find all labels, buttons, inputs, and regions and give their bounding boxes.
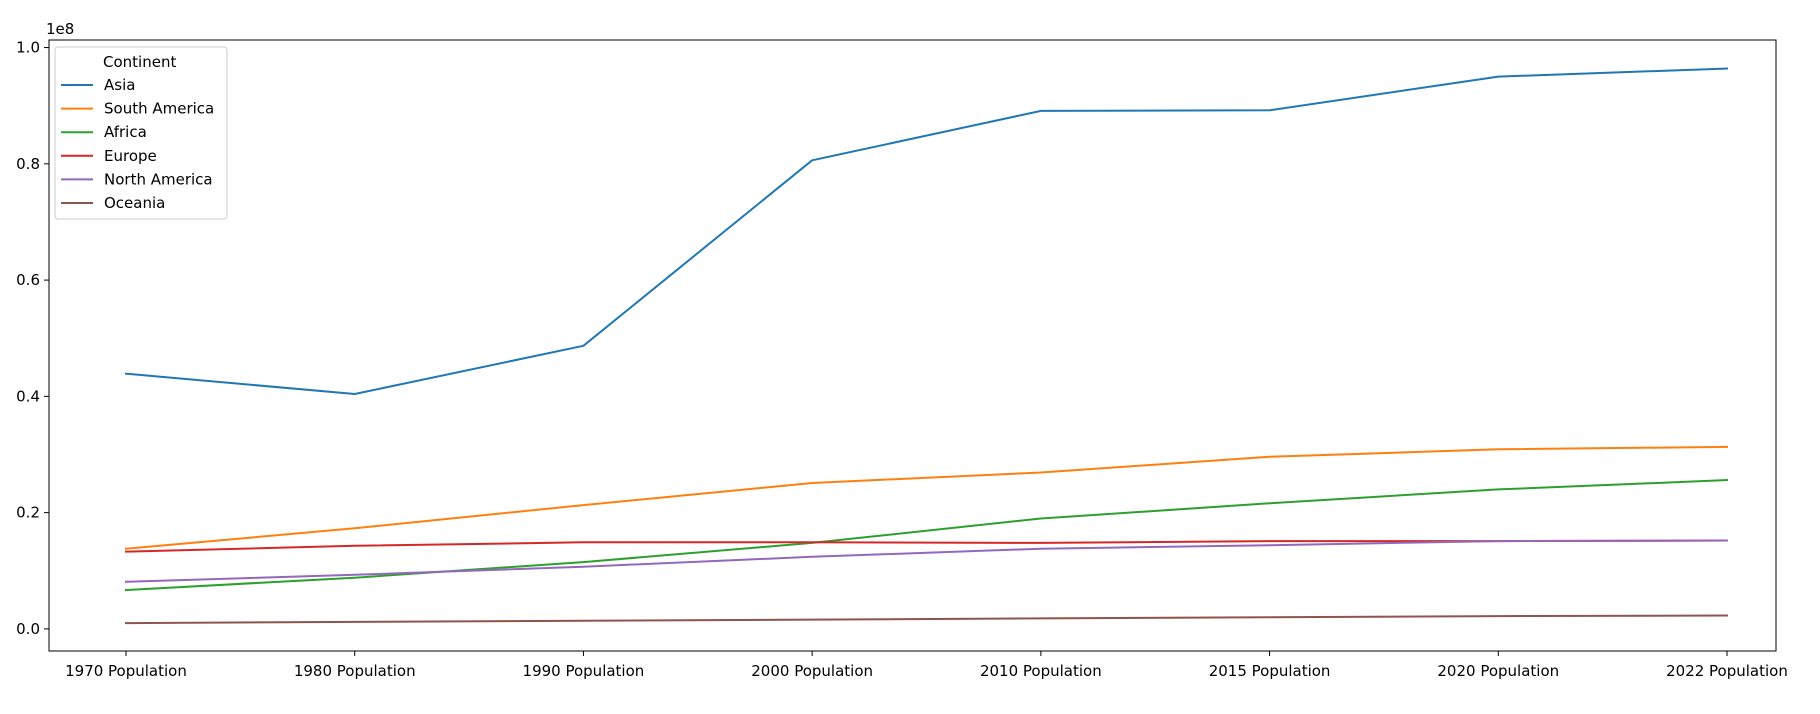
x-tick-label: 2010 Population <box>980 662 1102 680</box>
legend-label: Asia <box>104 76 135 94</box>
series-line-oceania <box>124 614 1729 625</box>
series-lines <box>124 67 1729 625</box>
y-tick-label: 0.0 <box>16 620 40 638</box>
legend-label: Oceania <box>104 194 165 212</box>
x-axis: 1970 Population 1980 Population 1990 Popul… <box>65 651 1788 680</box>
y-tick-label: 0.8 <box>16 155 40 173</box>
x-tick-label: 1990 Population <box>523 662 645 680</box>
y-tick-label: 1.0 <box>16 39 40 57</box>
x-tick-label: 1970 Population <box>65 662 187 680</box>
series-line-africa <box>124 479 1729 592</box>
y-tick-label: 0.6 <box>16 271 40 289</box>
y-tick-label: 0.4 <box>16 387 40 405</box>
x-tick-label: 1980 Population <box>294 662 416 680</box>
legend-title: Continent <box>103 53 176 71</box>
x-tick-label: 2015 Population <box>1209 662 1331 680</box>
legend-label: Africa <box>104 123 147 141</box>
y-tick-label: 0.2 <box>16 504 40 522</box>
series-line-asia <box>124 67 1729 395</box>
legend-label: North America <box>104 170 213 188</box>
legend-box <box>54 46 228 220</box>
plot-area-frame <box>48 39 1777 652</box>
legend-label: South America <box>104 100 214 118</box>
legend-label: Europe <box>104 147 157 165</box>
series-line-south-america <box>124 445 1729 550</box>
legend-items: Asia South America Africa Europe North Ameri… <box>61 76 214 212</box>
series-line-north-america <box>124 539 1729 583</box>
x-tick-label: 2022 Population <box>1666 662 1788 680</box>
x-tick-label: 2020 Population <box>1437 662 1559 680</box>
y-offset-label: 1e8 <box>46 20 74 38</box>
x-tick-label: 2000 Population <box>751 662 873 680</box>
y-axis: 0.0 0.2 0.4 0.6 0.8 1.0 <box>16 39 49 638</box>
legend: Continent Asia South America Africa Europe N… <box>54 46 228 220</box>
